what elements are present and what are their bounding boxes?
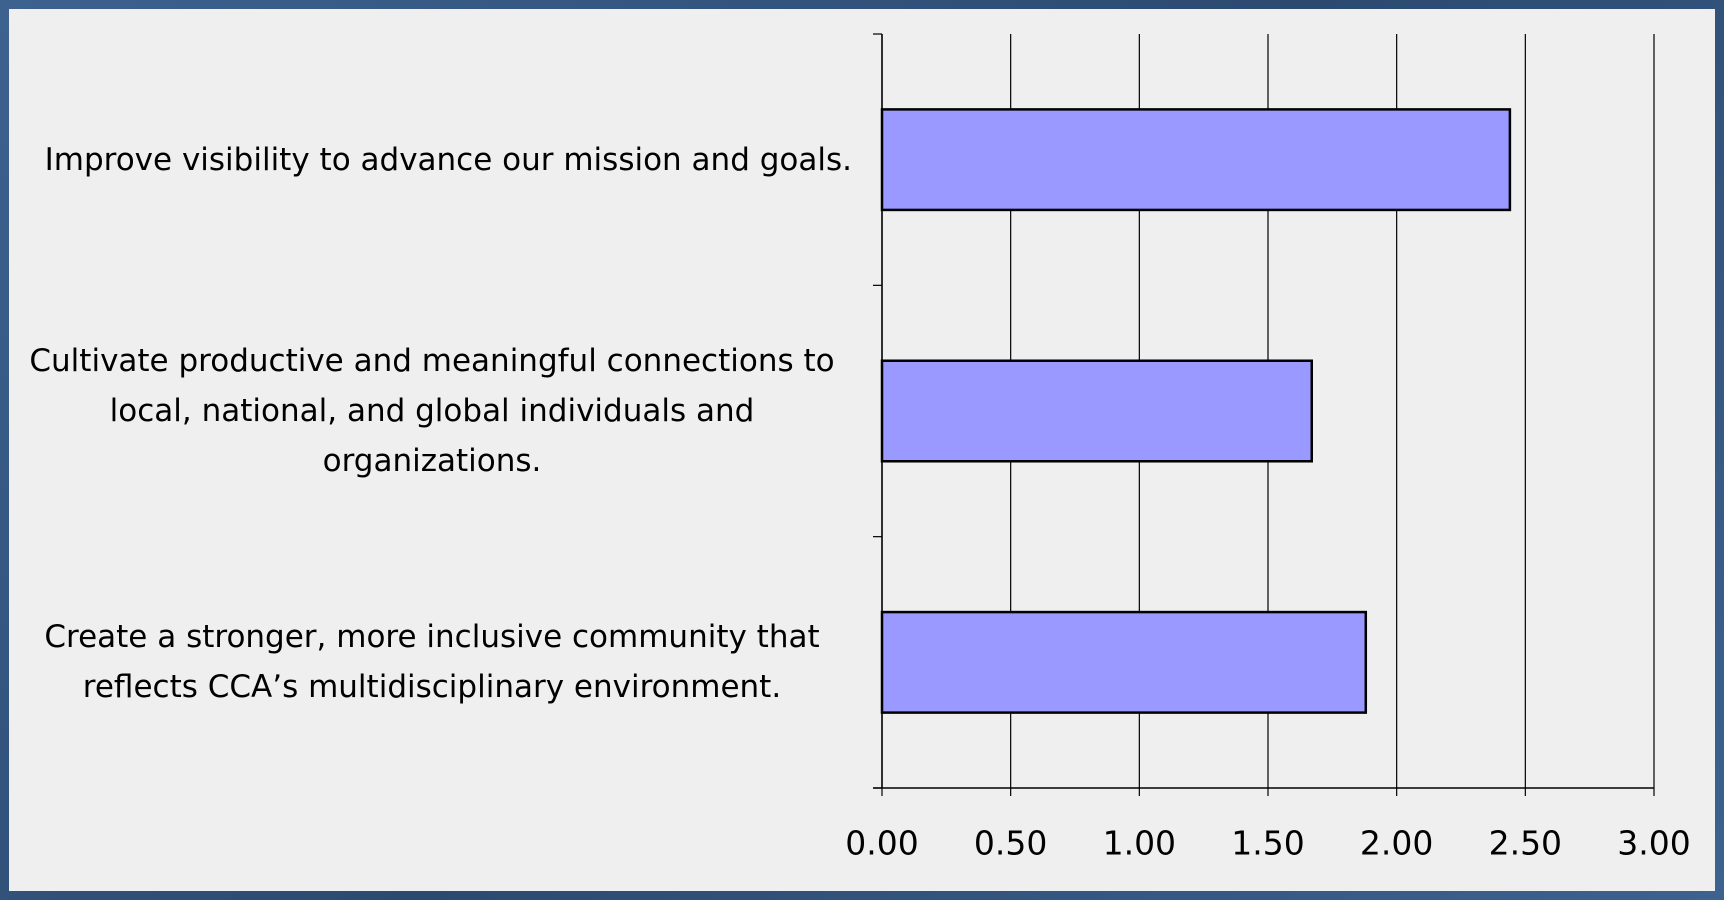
x-tick-label: 2.50 bbox=[1489, 824, 1562, 863]
x-tick-label: 0.50 bbox=[974, 824, 1047, 863]
bar bbox=[880, 359, 1313, 463]
x-tick-label: 0.00 bbox=[845, 824, 918, 863]
x-tick-label: 3.00 bbox=[1617, 824, 1690, 863]
y-tick-label: Improve visibility to advance our missio… bbox=[44, 141, 852, 178]
x-tick-label: 1.50 bbox=[1231, 824, 1304, 863]
x-tick-label: 2.00 bbox=[1360, 824, 1433, 863]
y-tick-label: Cultivate productive and meaningful conn… bbox=[29, 343, 835, 479]
category-label-box: Cultivate productive and meaningful conn… bbox=[12, 336, 852, 486]
category-label-box: Improve visibility to advance our missio… bbox=[12, 135, 852, 185]
bar bbox=[880, 610, 1368, 714]
category-label-box: Create a stronger, more inclusive commun… bbox=[12, 612, 852, 712]
y-tick-label: Create a stronger, more inclusive commun… bbox=[44, 619, 820, 706]
bar bbox=[880, 108, 1512, 212]
x-tick-label: 1.00 bbox=[1103, 824, 1176, 863]
